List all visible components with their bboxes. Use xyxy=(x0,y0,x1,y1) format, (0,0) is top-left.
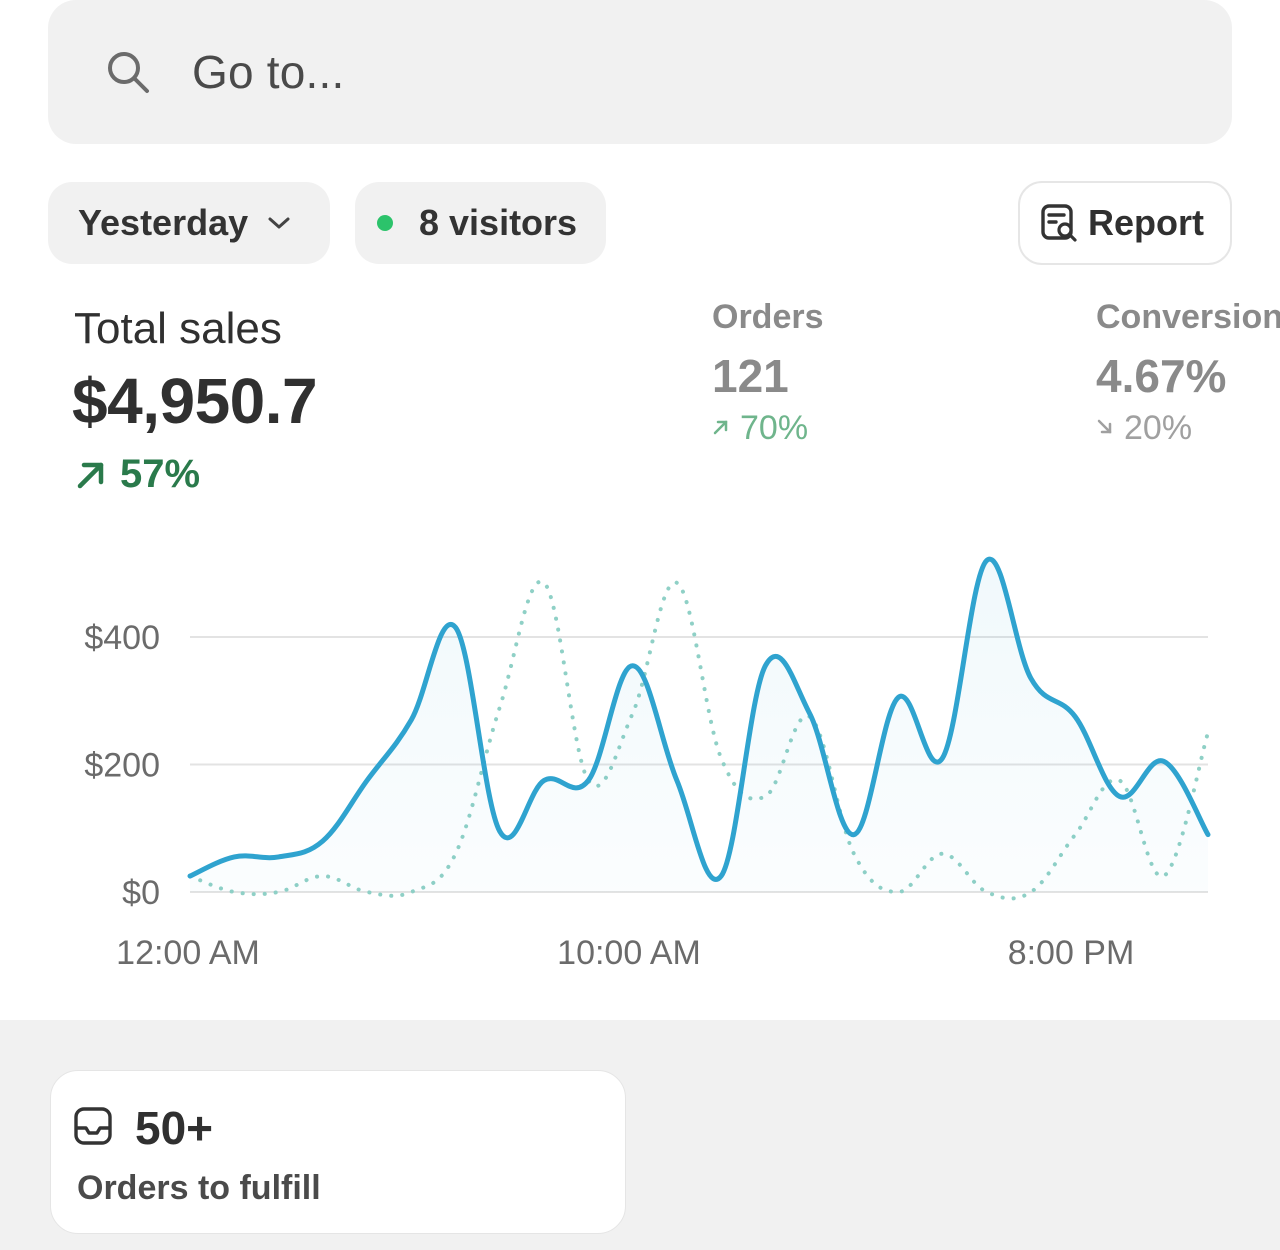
arrow-up-right-icon xyxy=(712,416,730,442)
live-dot-icon xyxy=(377,215,393,231)
x-tick-label: 12:00 AM xyxy=(116,934,260,972)
inbox-icon xyxy=(73,1106,115,1151)
total-sales-change-value: 57% xyxy=(120,452,201,496)
visitors-label: 8 visitors xyxy=(419,202,578,243)
search-bar[interactable]: Go to... xyxy=(48,0,1232,144)
total-sales-change: 57% xyxy=(74,452,200,497)
y-tick-label: $200 xyxy=(84,747,160,785)
fulfill-count: 50+ xyxy=(135,1102,214,1154)
fulfill-label: Orders to fulfill xyxy=(77,1169,321,1207)
y-tick-label: $0 xyxy=(122,874,160,912)
x-tick-label: 10:00 AM xyxy=(557,934,701,972)
total-sales-label: Total sales xyxy=(74,304,282,353)
search-icon xyxy=(104,48,152,96)
chevron-down-icon xyxy=(266,214,292,232)
arrow-down-right-icon xyxy=(1096,416,1114,442)
series-line-current xyxy=(187,556,1211,882)
orders-to-fulfill-card[interactable]: 50+ Orders to fulfill xyxy=(50,1070,626,1234)
date-range-selector[interactable]: Yesterday xyxy=(48,182,330,264)
orders-label: Orders xyxy=(712,298,824,336)
arrow-up-right-icon xyxy=(74,458,108,492)
total-sales-value: $4,950.7 xyxy=(72,365,318,437)
sales-chart[interactable]: $0 $200 $400 12:00 AM 10:00 AM 8:00 PM xyxy=(0,530,1280,990)
orders-metric[interactable]: Orders 121 70% xyxy=(712,298,824,448)
orders-change: 70% xyxy=(712,409,824,448)
report-button[interactable]: Report xyxy=(1018,181,1232,265)
report-icon xyxy=(1040,203,1078,243)
conversion-label: Conversion xyxy=(1096,298,1280,336)
report-label: Report xyxy=(1088,202,1204,243)
bottom-panel: 50+ Orders to fulfill xyxy=(0,1020,1280,1250)
series-area xyxy=(190,559,1208,892)
conversion-change-value: 20% xyxy=(1124,409,1193,447)
chart-y-axis: $0 $200 $400 xyxy=(84,619,160,912)
orders-value: 121 xyxy=(712,350,789,402)
conversion-change: 20% xyxy=(1096,409,1280,448)
y-tick-label: $400 xyxy=(84,619,160,657)
live-visitors-badge[interactable]: 8 visitors xyxy=(355,182,606,264)
series-line-comparison xyxy=(188,579,1210,901)
x-tick-label: 8:00 PM xyxy=(1008,934,1135,972)
chart-series xyxy=(187,556,1211,901)
orders-change-value: 70% xyxy=(740,409,809,447)
conversion-metric[interactable]: Conversion 4.67% 20% xyxy=(1096,298,1280,448)
conversion-value: 4.67% xyxy=(1096,350,1227,402)
search-placeholder: Go to... xyxy=(192,46,345,98)
chart-x-axis: 12:00 AM 10:00 AM 8:00 PM xyxy=(116,934,1134,972)
date-range-label: Yesterday xyxy=(78,202,249,243)
